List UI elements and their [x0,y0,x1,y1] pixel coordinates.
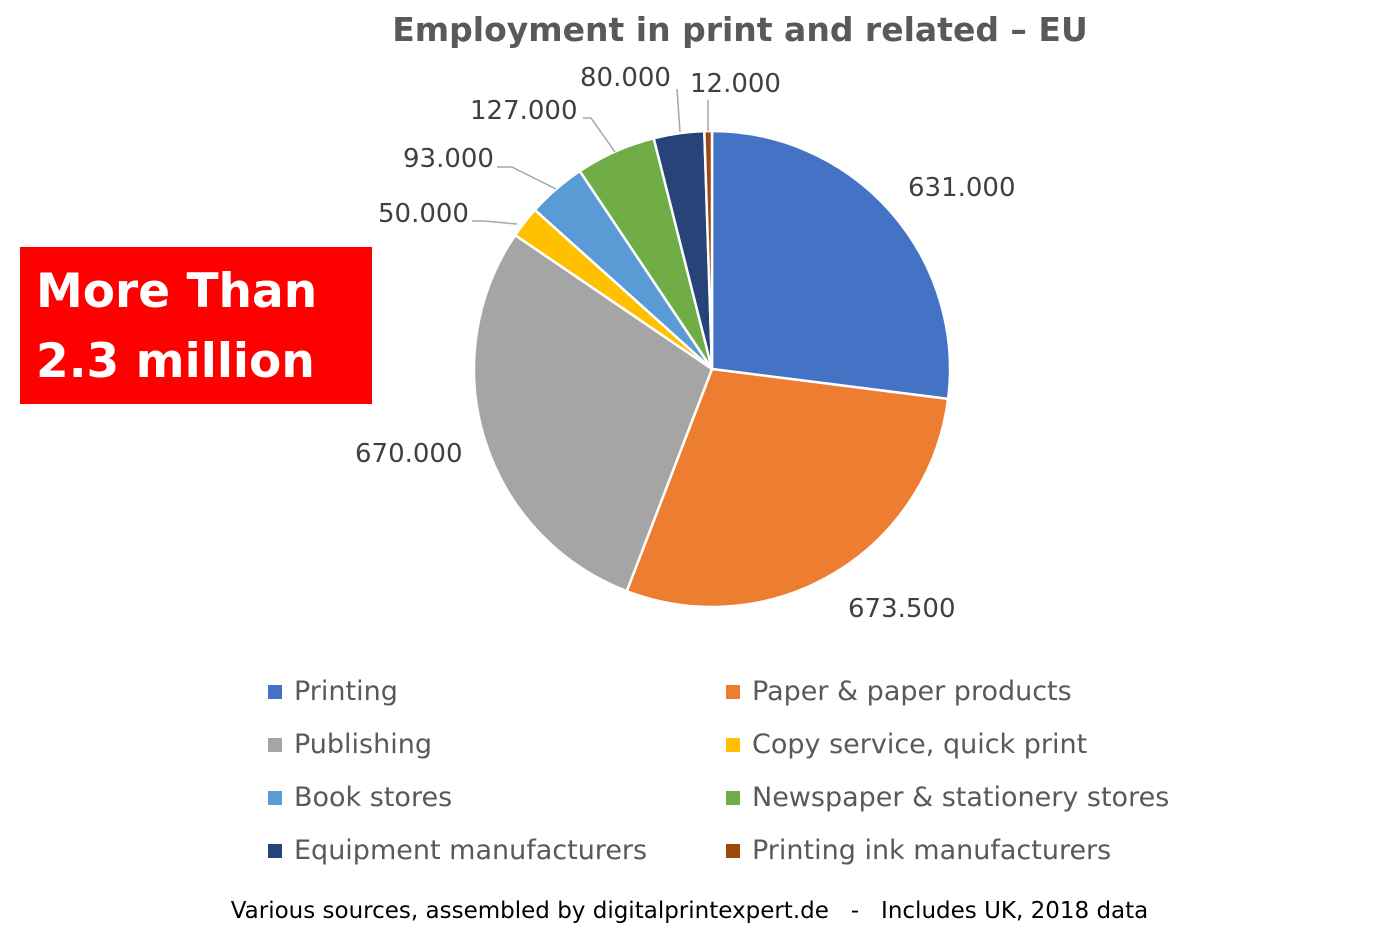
legend-swatch [268,737,282,752]
legend-swatch [726,684,740,699]
legend-label: Newspaper & stationery stores [752,782,1170,813]
pie-slice-1 [625,367,950,609]
leader-line-4 [497,166,557,190]
legend-swatch [268,790,282,805]
legend-swatch [268,684,282,699]
legend-item: Paper & paper products [726,676,1072,707]
legend-item: Copy service, quick print [726,729,1087,760]
legend-label: Book stores [294,782,453,813]
legend-item: Publishing [268,729,432,760]
legend-label: Publishing [294,729,432,760]
legend-label: Copy service, quick print [752,729,1088,760]
data-label-2: 670.000 [355,439,463,469]
leader-line-6 [676,88,681,133]
callout-line-2: 2.3 million [36,334,315,389]
data-label-3: 50.000 [378,199,469,229]
leader-line-5 [583,117,616,153]
data-label-1: 673.500 [848,594,956,624]
legend-swatch [268,843,282,858]
data-label-0: 631.000 [908,173,1016,203]
legend-label: Printing [294,676,398,707]
total-callout: More Than 2.3 million [20,247,372,404]
source-footer: Various sources, assembled by digitalpri… [230,898,1149,924]
data-label-7: 12.000 [690,69,781,99]
legend-swatch [726,843,740,858]
legend-label: Paper & paper products [752,676,1072,707]
legend-item: Printing ink manufacturers [726,835,1111,866]
chart-title: Employment in print and related – EU [392,10,1088,49]
legend-swatch [726,737,740,752]
callout-line-1: More Than [36,264,318,319]
legend-item: Printing [268,676,398,707]
legend-swatch [726,790,740,805]
pie-slice-7 [703,129,714,370]
pie-slice-0 [710,129,952,401]
legend-label: Printing ink manufacturers [752,835,1112,866]
data-label-4: 93.000 [403,144,494,174]
data-label-5: 127.000 [470,96,578,126]
pie-slice-2 [472,233,714,593]
legend-item: Newspaper & stationery stores [726,782,1169,813]
leader-line-3 [472,220,518,225]
legend-item: Book stores [268,782,452,813]
legend-item: Equipment manufacturers [268,835,647,866]
legend-label: Equipment manufacturers [294,835,648,866]
data-label-6: 80.000 [580,63,671,93]
